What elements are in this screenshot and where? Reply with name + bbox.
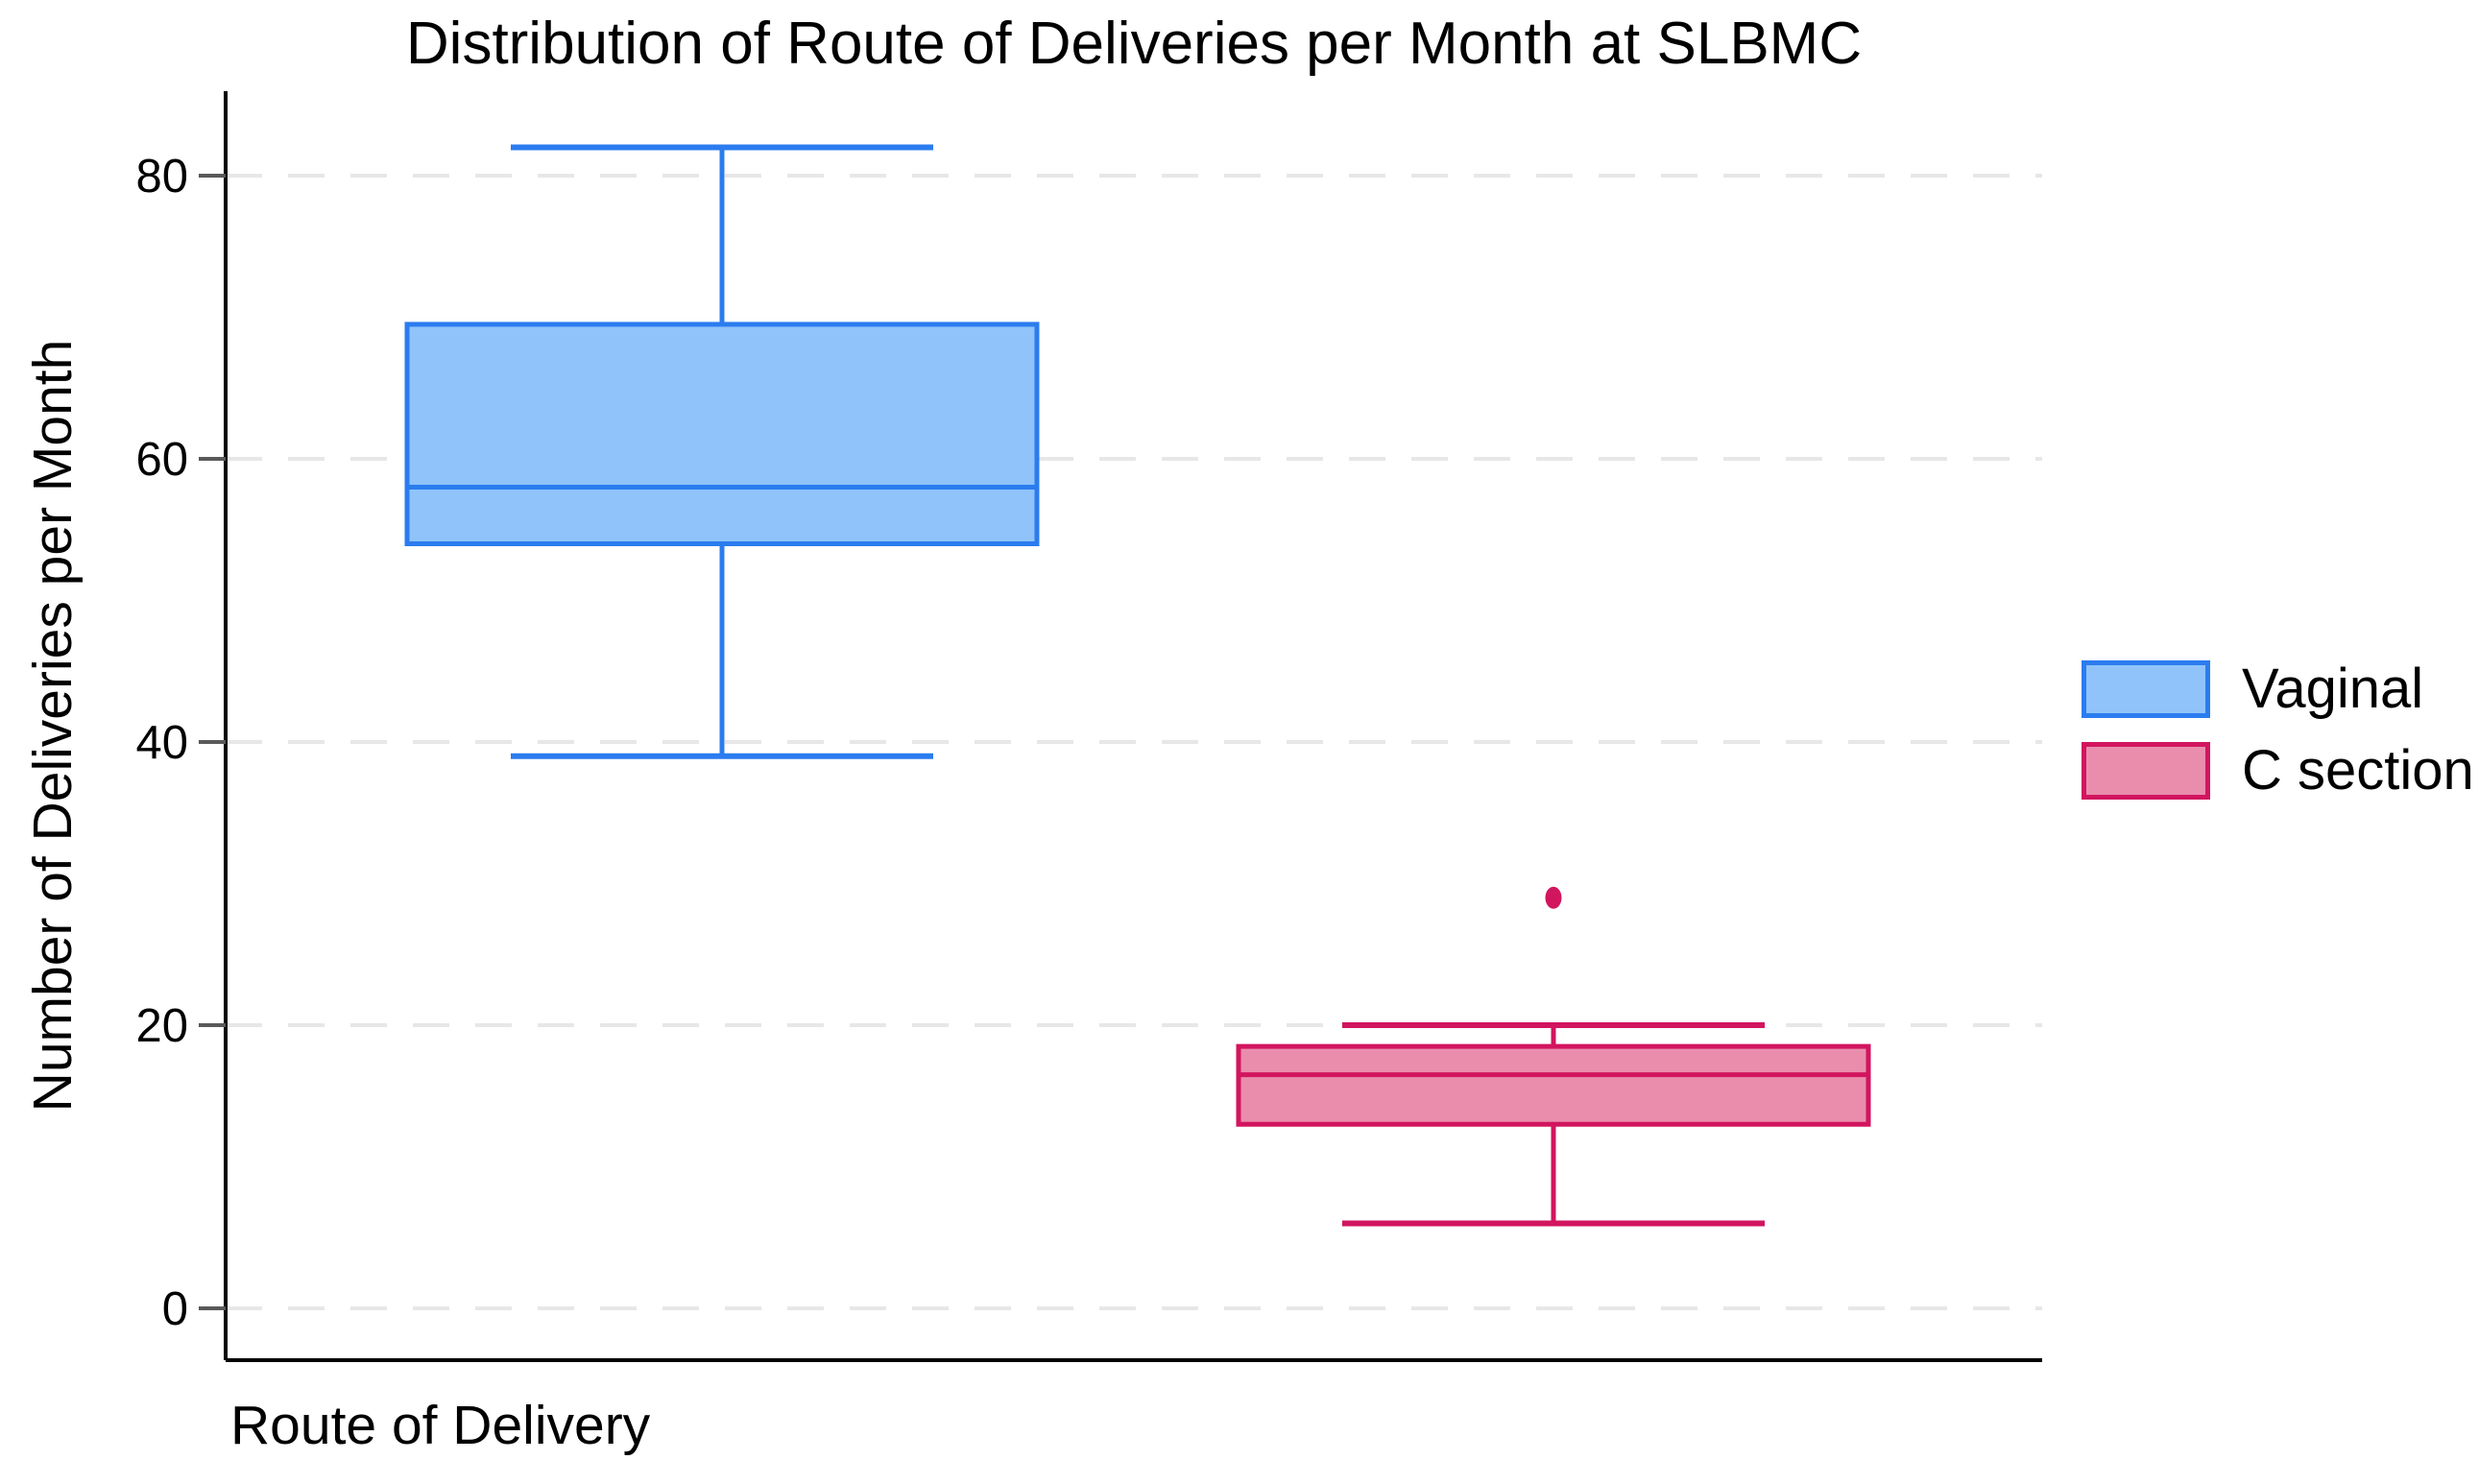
box-c-section (1236, 886, 1871, 1227)
y-axis-label: Number of Deliveries per Month (22, 339, 84, 1113)
legend-label-c-section: C section (2242, 739, 2474, 802)
box-vaginal (404, 144, 1040, 759)
y-ticks: 0 20 40 60 80 (135, 151, 226, 1335)
legend-item-vaginal: Vaginal (2082, 657, 2474, 721)
tick-label-60: 60 (135, 434, 188, 486)
iqr-box (1236, 1043, 1871, 1127)
tick-label-20: 20 (135, 1000, 188, 1052)
iqr-box (404, 322, 1040, 546)
axes (224, 91, 2042, 1362)
legend-item-c-section: C section (2082, 738, 2474, 802)
tick-label-80: 80 (135, 151, 188, 203)
tick-label-0: 0 (162, 1283, 188, 1335)
legend-label-vaginal: Vaginal (2242, 658, 2424, 720)
legend-swatch-vaginal (2082, 659, 2210, 718)
legend: Vaginal C section (2082, 657, 2474, 802)
outlier-point (1545, 886, 1562, 909)
x-axis-label: Route of Delivery (230, 1395, 651, 1456)
legend-swatch-c-section (2082, 741, 2210, 800)
chart-title: Distribution of Route of Deliveries per … (405, 11, 1863, 77)
tick-label-40: 40 (135, 717, 188, 769)
